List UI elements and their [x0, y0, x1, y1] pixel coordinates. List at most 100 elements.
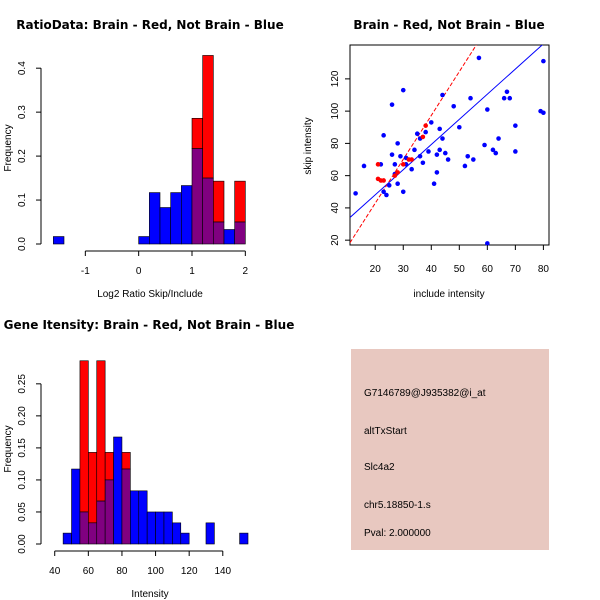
scatter-point-not-brain [476, 55, 482, 61]
scatter-point-not-brain [392, 162, 398, 167]
hist1-bar-brain-17 [234, 180, 246, 223]
intensity-scatter-xlabel: include intensity [413, 289, 484, 300]
scatter-point-not-brain [414, 131, 420, 137]
scatter-point-not-brain [462, 163, 468, 169]
intensity-scatter-ylabel: skip intensity [303, 117, 314, 174]
hist1-x-tick-label: -1 [81, 266, 90, 277]
scatter-y-tick-label: 100 [330, 102, 341, 119]
scatter-point-not-brain [457, 124, 462, 130]
scatter-point-not-brain [507, 95, 513, 101]
scatter-y-tick-label: 40 [330, 202, 341, 214]
scatter-x-tick-label: 60 [482, 264, 494, 275]
scatter-point-not-brain [400, 189, 406, 195]
scatter-point-not-brain [442, 150, 448, 156]
hist1-x-tick-label: 2 [243, 266, 249, 277]
hist3-bar-not-brain-10 [146, 511, 156, 545]
hist3-bar-not-brain-9 [138, 490, 148, 545]
scatter-point-not-brain [437, 147, 442, 153]
scatter-point-not-brain [420, 160, 426, 166]
scatter-y-tick-label: 20 [330, 234, 341, 246]
hist1-bar-not-brain-16 [223, 229, 235, 245]
intensity-histogram-xlabel: Intensity [131, 589, 168, 600]
scatter-point-not-brain [468, 95, 473, 101]
scatter-point-not-brain [471, 157, 476, 162]
intensity-scatter: Brain - Red, Not Brain - Blue 20 30 40 50 60… [303, 18, 550, 300]
hist3-y-tick-label: 0.05 [17, 502, 28, 522]
scatter-y-tick-label: 80 [330, 137, 341, 149]
scatter-point-not-brain [431, 181, 437, 187]
scatter-point-not-brain [445, 157, 451, 162]
scatter-point-brain [381, 178, 386, 183]
scatter-point-brain [392, 173, 398, 178]
intensity-histogram-axes: 40 60 80 100 120 140 0.00 0.05 0.10 0.15 0.20 0.25 [17, 374, 232, 577]
ratio-histogram-xlabel: Log2 Ratio Skip/Include [97, 289, 203, 300]
hist3-bar-not-brain-6 [113, 436, 123, 545]
hist1-bar-overlap-13 [191, 148, 203, 245]
scatter-point-not-brain [409, 166, 414, 172]
scatter-point-not-brain [437, 126, 442, 132]
hist1-y-tick-label: 0.2 [17, 149, 28, 163]
hist1-x-tick-label: 0 [136, 266, 142, 277]
scatter-x-tick-label: 30 [398, 264, 410, 275]
ratio-histogram-ylabel: Frequency [3, 124, 14, 171]
scatter-point-brain [409, 157, 414, 162]
hist3-x-tick-label: 40 [49, 566, 61, 577]
hist3-y-tick-label: 0.20 [17, 406, 28, 426]
scatter-point-not-brain [482, 142, 487, 148]
hist3-bar-not-brain-13 [172, 522, 182, 545]
hist1-y-tick-label: 0.0 [17, 237, 28, 251]
scatter-point-not-brain [381, 189, 386, 195]
event-type: altTxStart [364, 426, 407, 437]
scatter-point-not-brain [440, 136, 445, 141]
scatter-point-not-brain [513, 123, 518, 128]
scatter-point-not-brain [412, 147, 417, 153]
scatter-frame [349, 44, 550, 246]
hist1-bar-overlap-14 [202, 177, 214, 245]
hist3-bar-brain-3 [88, 452, 98, 524]
scatter-point-not-brain [400, 87, 406, 93]
scatter-point-not-brain [485, 241, 490, 246]
hist3-x-tick-label: 80 [116, 566, 128, 577]
hist3-bar-brain-4 [96, 360, 106, 502]
hist3-bar-not-brain-8 [130, 490, 140, 545]
hist3-bar-not-brain-17 [205, 522, 215, 545]
scatter-blue-fit-line [350, 45, 543, 218]
hist3-bar-brain-5 [104, 452, 114, 481]
scatter-point-not-brain [353, 191, 358, 196]
hist3-y-tick-label: 0.00 [17, 534, 28, 554]
scatter-y-tick-label: 60 [330, 170, 341, 182]
ratio-histogram-axes: -1 0 1 2 0.0 0.1 0.2 0.3 0.4 [17, 61, 249, 277]
scatter-point-not-brain [389, 152, 395, 157]
pval-text: Pval: 2.000000 [364, 528, 431, 539]
hist1-y-tick-label: 0.1 [17, 193, 28, 207]
scatter-point-not-brain [451, 103, 457, 109]
hist1-y-tick-label: 0.3 [17, 105, 28, 119]
scatter-point-not-brain [386, 183, 392, 188]
hist1-bar-not-brain-10 [159, 207, 171, 245]
scatter-point-not-brain [496, 136, 501, 141]
scatter-point-brain [423, 123, 428, 128]
scatter-point-not-brain [361, 163, 367, 169]
scatter-point-not-brain [428, 120, 434, 125]
scatter-x-tick-label: 70 [510, 264, 522, 275]
hist3-x-tick-label: 60 [83, 566, 95, 577]
hist3-y-tick-label: 0.25 [17, 374, 28, 394]
hist3-bar-not-brain-0 [62, 532, 72, 545]
hist1-bar-overlap-15 [213, 221, 225, 245]
hist1-bar-brain-13 [191, 117, 203, 149]
scatter-x-tick-label: 40 [426, 264, 438, 275]
intensity-histogram-bars [62, 360, 249, 545]
hist3-bar-brain-2 [79, 360, 89, 513]
scatter-point-not-brain [434, 170, 440, 175]
hist1-bar-overlap-17 [234, 221, 246, 245]
hist3-bar-overlap-2 [79, 511, 89, 545]
intensity-histogram-ylabel: Frequency [3, 425, 14, 472]
hist3-bar-not-brain-21 [239, 532, 249, 545]
hist1-bar-not-brain-9 [149, 192, 161, 245]
intensity-scatter-plot: 20 30 40 50 60 70 80 20 40 60 80 100 120 [330, 44, 550, 275]
scatter-point-not-brain [395, 181, 400, 187]
scatter-x-tick-label: 80 [538, 264, 550, 275]
ratio-histogram-bars [53, 55, 246, 245]
scatter-point-not-brain [434, 152, 440, 157]
